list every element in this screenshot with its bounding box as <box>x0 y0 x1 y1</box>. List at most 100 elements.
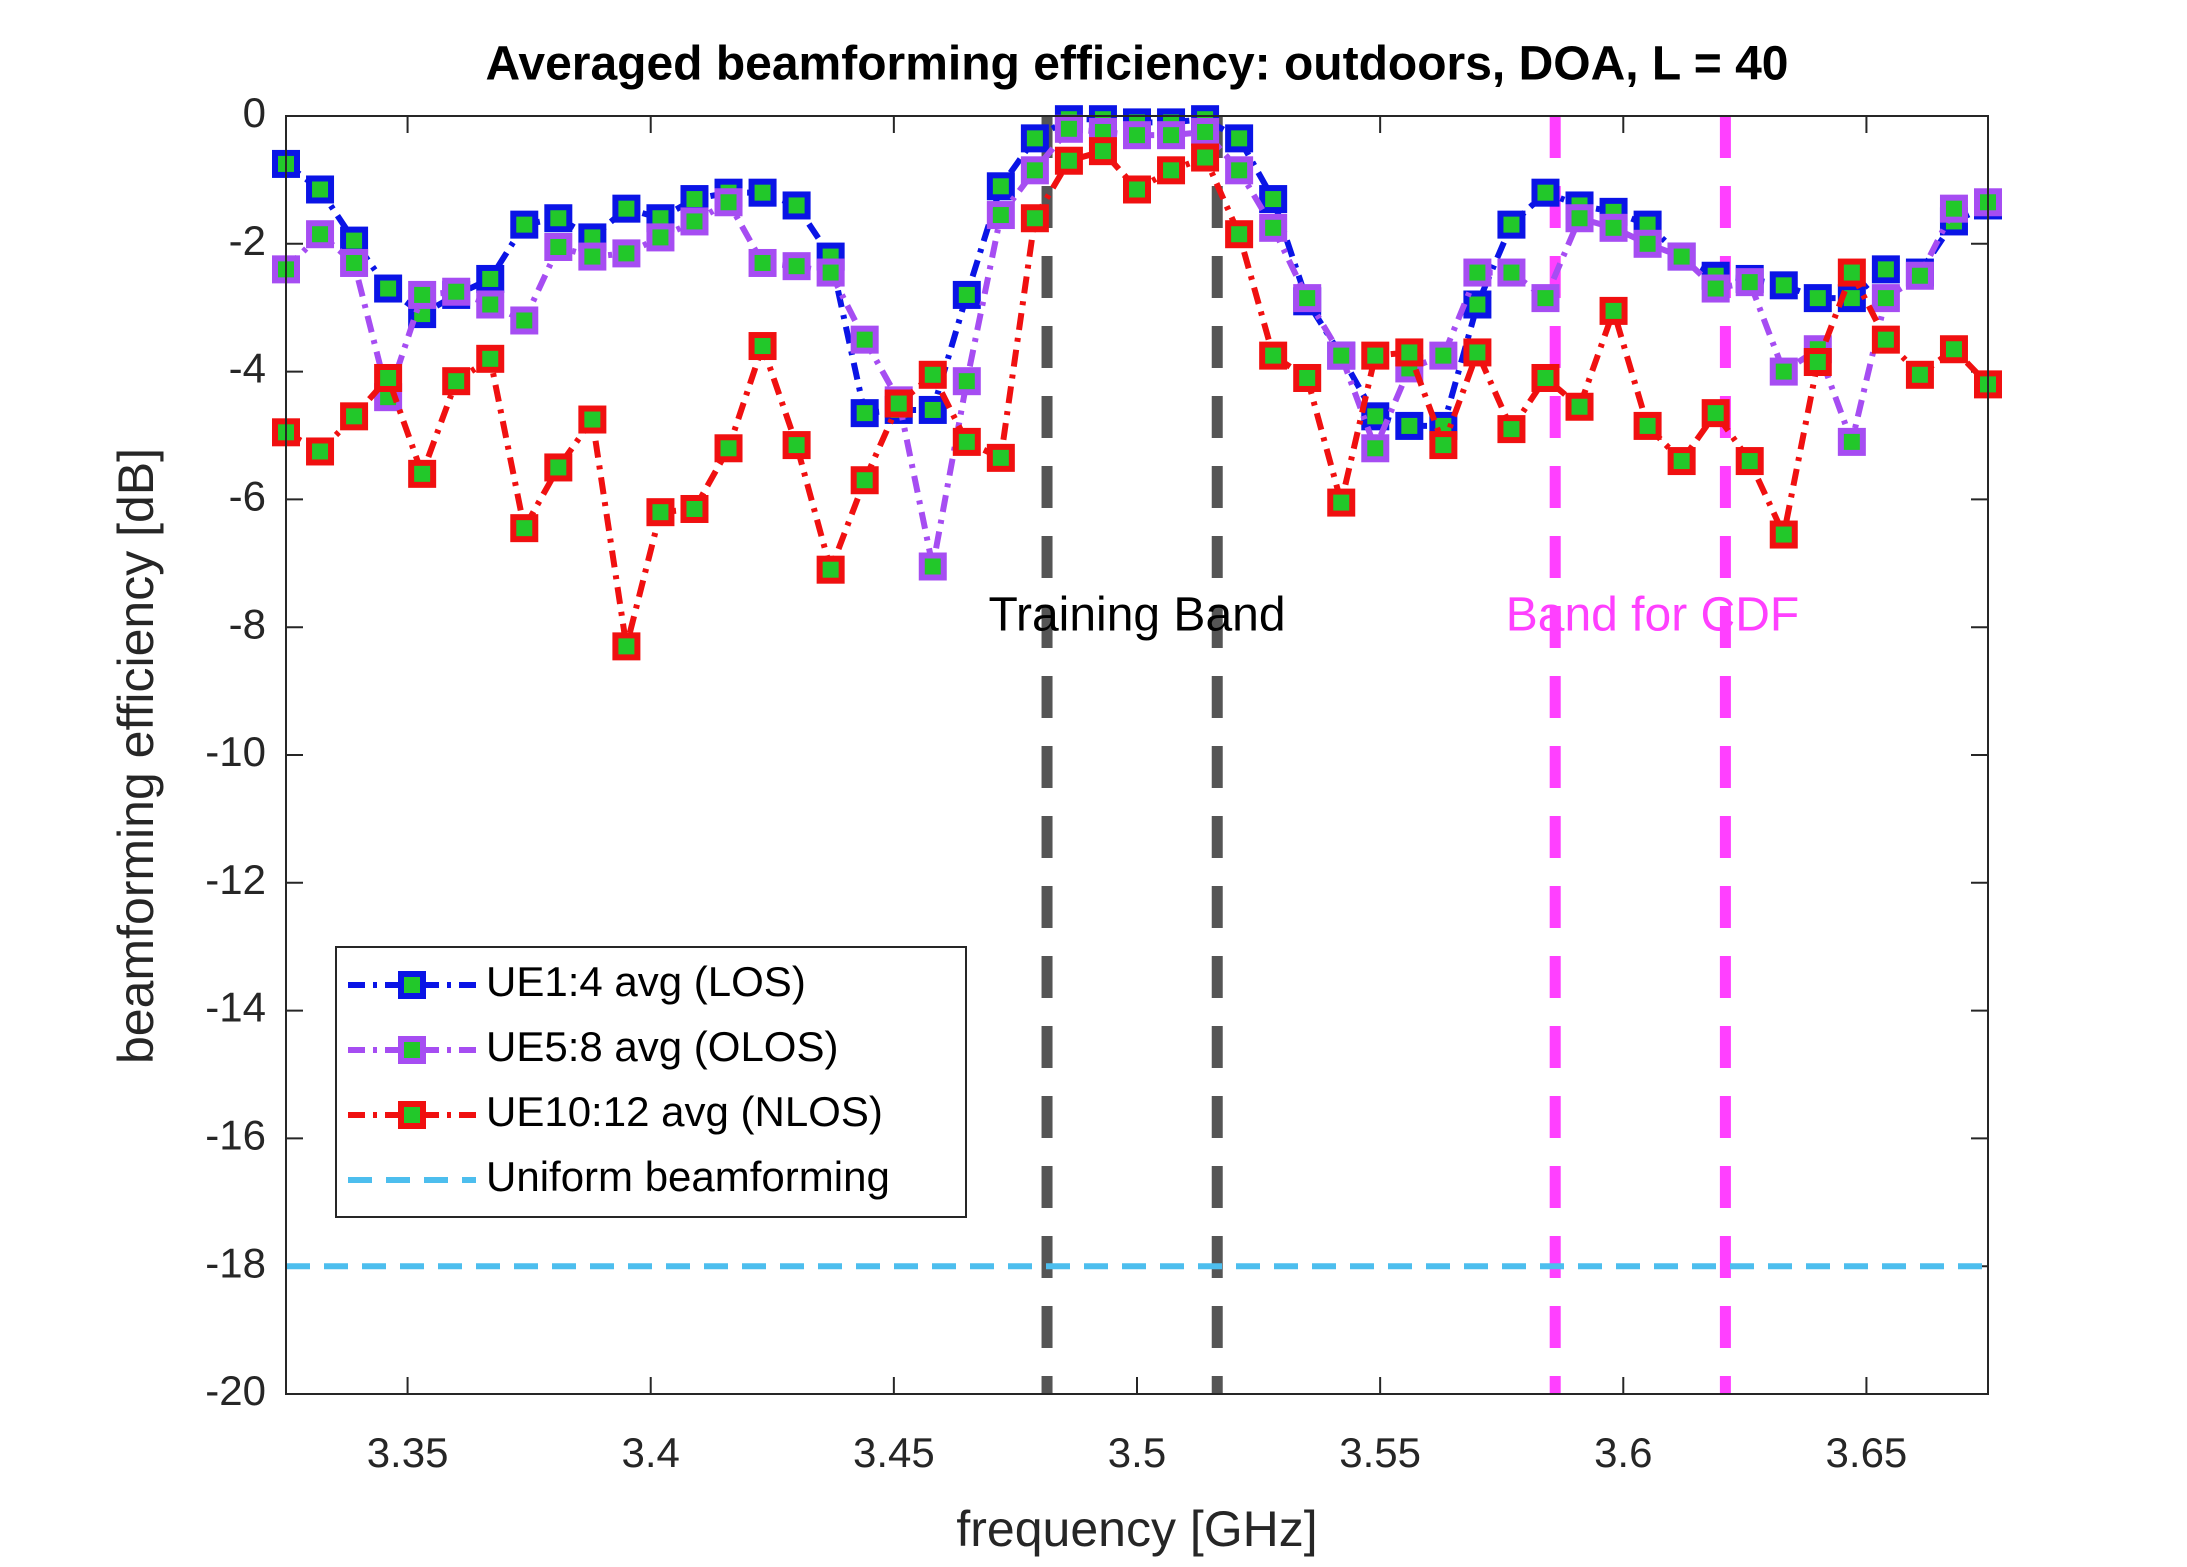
y-tick-label: -2 <box>229 217 266 264</box>
marker <box>1531 178 1560 207</box>
marker <box>1191 117 1220 146</box>
marker <box>1939 194 1968 223</box>
marker <box>680 207 709 236</box>
marker <box>986 201 1015 230</box>
marker <box>340 226 369 255</box>
marker <box>1837 258 1866 287</box>
y-tick-label: -18 <box>205 1239 266 1286</box>
x-tick-label: 3.6 <box>1594 1429 1652 1476</box>
marker <box>952 427 981 456</box>
marker <box>340 248 369 277</box>
marker <box>442 277 471 306</box>
marker <box>714 188 743 217</box>
marker <box>782 431 811 460</box>
marker <box>748 332 777 361</box>
marker <box>1191 143 1220 172</box>
legend-marker <box>398 1101 426 1129</box>
marker <box>1769 520 1798 549</box>
x-tick-label: 3.4 <box>622 1429 680 1476</box>
y-tick-label: -16 <box>205 1111 266 1158</box>
legend-label: Uniform beamforming <box>486 1153 890 1200</box>
annotation: Band for CDF <box>1506 588 1799 641</box>
marker <box>1565 204 1594 233</box>
marker <box>1939 335 1968 364</box>
x-tick-label: 3.55 <box>1339 1429 1421 1476</box>
y-tick-label: -14 <box>205 984 266 1031</box>
marker <box>1225 220 1254 249</box>
marker <box>1497 210 1526 239</box>
legend-label: UE1:4 avg (LOS) <box>486 958 806 1005</box>
marker <box>1020 124 1049 153</box>
marker <box>1531 363 1560 392</box>
marker <box>408 459 437 488</box>
marker <box>1395 411 1424 440</box>
marker <box>306 220 335 249</box>
marker <box>578 242 607 271</box>
marker <box>952 367 981 396</box>
marker <box>1463 258 1492 287</box>
marker <box>1157 156 1186 185</box>
marker <box>442 367 471 396</box>
marker <box>1701 274 1730 303</box>
marker <box>1463 338 1492 367</box>
marker <box>646 498 675 527</box>
y-axis-label: beamforming efficiency [dB] <box>108 448 164 1064</box>
marker <box>986 172 1015 201</box>
marker <box>1633 229 1662 258</box>
marker <box>748 178 777 207</box>
marker <box>1735 268 1764 297</box>
marker <box>544 453 573 482</box>
marker <box>1599 296 1628 325</box>
marker <box>1020 156 1049 185</box>
marker <box>1225 124 1254 153</box>
marker <box>884 389 913 418</box>
chart-title: Averaged beamforming efficiency: outdoor… <box>486 38 1789 91</box>
marker <box>782 252 811 281</box>
y-tick-label: -8 <box>229 600 266 647</box>
marker <box>1735 447 1764 476</box>
marker <box>510 306 539 335</box>
marker <box>1259 185 1288 214</box>
marker <box>510 210 539 239</box>
marker <box>1327 341 1356 370</box>
y-tick-label: -12 <box>205 856 266 903</box>
y-tick-label: -10 <box>205 728 266 775</box>
x-tick-label: 3.35 <box>367 1429 449 1476</box>
marker <box>612 632 641 661</box>
marker <box>1293 363 1322 392</box>
marker <box>1259 341 1288 370</box>
marker <box>1361 434 1390 463</box>
marker <box>918 360 947 389</box>
marker <box>748 248 777 277</box>
marker <box>918 395 947 424</box>
legend-marker <box>398 971 426 999</box>
marker <box>1293 284 1322 313</box>
marker <box>1361 341 1390 370</box>
marker <box>986 443 1015 472</box>
marker <box>1123 121 1151 150</box>
x-axis-label: frequency [GHz] <box>956 1501 1317 1557</box>
marker <box>1905 261 1934 290</box>
marker <box>1225 156 1254 185</box>
marker <box>1395 338 1424 367</box>
marker <box>1667 447 1696 476</box>
marker <box>544 232 573 261</box>
marker <box>850 399 879 428</box>
annotation: Training Band <box>988 588 1285 641</box>
marker <box>1054 114 1083 143</box>
marker <box>646 223 675 252</box>
legend-label: UE5:8 avg (OLOS) <box>486 1023 838 1070</box>
marker <box>850 466 879 495</box>
marker <box>1429 431 1458 460</box>
legend-marker <box>398 1036 426 1064</box>
marker <box>714 434 743 463</box>
marker <box>1157 121 1186 150</box>
x-tick-label: 3.45 <box>853 1429 935 1476</box>
marker <box>918 552 947 581</box>
marker <box>1667 242 1696 271</box>
marker <box>1497 258 1526 287</box>
marker <box>408 280 437 309</box>
marker <box>1020 204 1049 233</box>
y-tick-label: -4 <box>229 345 266 392</box>
